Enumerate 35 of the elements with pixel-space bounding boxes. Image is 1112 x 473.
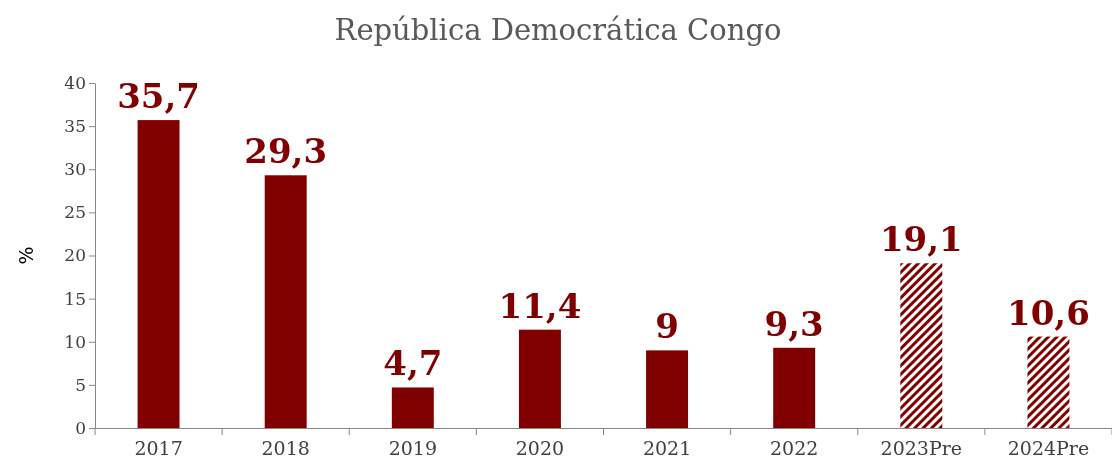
y-tick-label: 15 (64, 288, 86, 309)
y-tick-label: 10 (64, 331, 86, 352)
bar (391, 387, 434, 428)
x-tick-label: 2023Pre (880, 437, 963, 460)
bar (264, 175, 307, 428)
bar (773, 347, 816, 428)
x-tick-label: 2018 (261, 437, 310, 460)
data-label: 35,7 (117, 76, 200, 117)
bar (518, 329, 561, 428)
data-label: 4,7 (383, 343, 443, 384)
x-tick-label: 2022 (770, 437, 819, 460)
y-tick-label: 25 (64, 202, 86, 223)
y-tick-label: 5 (75, 374, 86, 395)
data-label: 19,1 (879, 219, 963, 260)
bar (646, 350, 689, 428)
x-tick-label: 2020 (515, 437, 565, 460)
bar (137, 120, 180, 428)
data-label: 9,3 (764, 303, 824, 344)
y-tick-label: 30 (64, 159, 86, 180)
bar (900, 263, 943, 428)
y-axis-title: % (15, 246, 37, 265)
data-label: 10,6 (1007, 292, 1090, 333)
bar (1027, 336, 1070, 428)
y-tick-label: 40 (64, 72, 86, 93)
y-tick-label: 35 (64, 116, 86, 137)
data-label: 9 (655, 306, 679, 347)
y-tick-label: 20 (64, 245, 86, 266)
x-tick-label: 2021 (642, 437, 692, 460)
x-tick-label: 2017 (134, 437, 183, 460)
data-label: 11,4 (498, 285, 582, 326)
chart-title: República Democrática Congo (334, 13, 782, 47)
y-tick-label: 0 (75, 417, 86, 438)
x-tick-label: 2024Pre (1007, 437, 1090, 460)
x-tick-label: 2019 (388, 437, 437, 460)
data-label: 29,3 (244, 131, 328, 172)
